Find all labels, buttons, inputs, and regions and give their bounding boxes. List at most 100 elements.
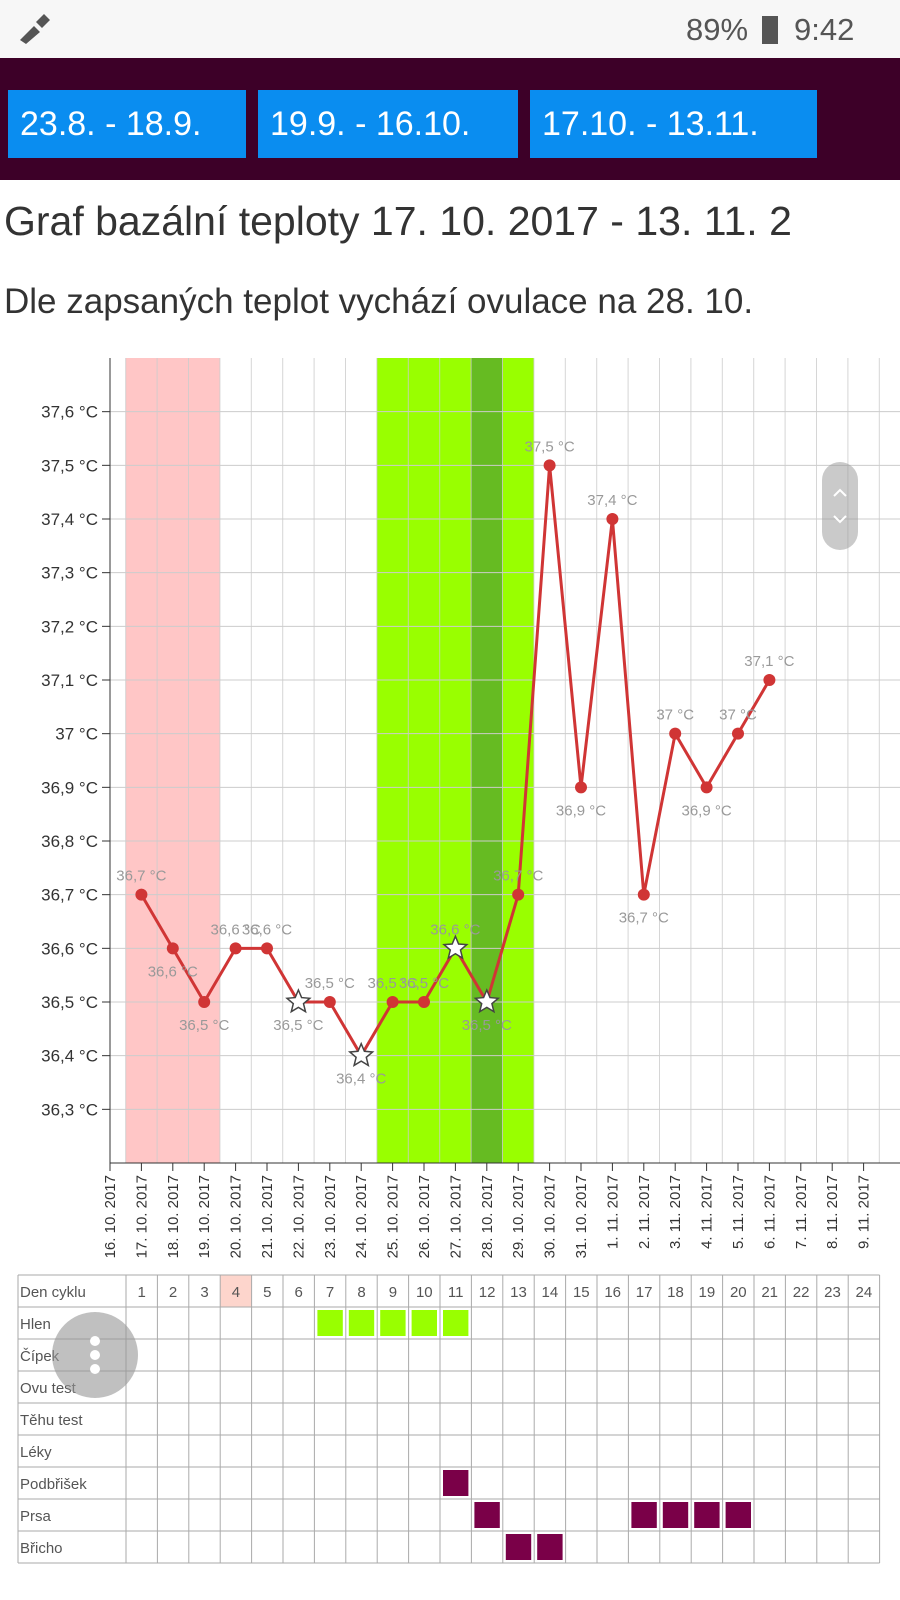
- y-tick-label: 36,8 °C: [41, 832, 98, 851]
- value-label: 36,5 °C: [179, 1017, 229, 1034]
- symptom-cell: [443, 1470, 469, 1496]
- symptom-cell: [662, 1502, 689, 1528]
- row-label: Těhu test: [20, 1412, 83, 1429]
- y-tick-label: 37,1 °C: [41, 671, 98, 690]
- value-label: 36,5 °C: [399, 975, 449, 992]
- phase-band: [125, 358, 220, 1163]
- y-tick-label: 36,7 °C: [41, 886, 98, 905]
- point-star: [285, 988, 312, 1014]
- row-label: Prsa: [20, 1508, 52, 1525]
- day-number: 8: [357, 1284, 365, 1301]
- day-number: 6: [295, 1284, 303, 1301]
- day-number: 24: [856, 1284, 873, 1301]
- symptom-cell: [380, 1310, 406, 1336]
- symptom-cell: [474, 1502, 500, 1528]
- value-label: 37,4 °C: [587, 492, 637, 509]
- point: [198, 996, 211, 1008]
- point: [669, 727, 682, 740]
- y-tick-label: 36,5 °C: [41, 993, 98, 1012]
- point-star: [442, 934, 469, 960]
- clock: 9:42: [794, 12, 855, 47]
- value-label: 36,9 °C: [556, 802, 606, 819]
- point: [763, 674, 776, 686]
- period-button[interactable]: 23.8. - 18.9.: [8, 90, 246, 158]
- point: [229, 942, 242, 955]
- value-label: 36,6 °C: [430, 921, 480, 938]
- chart: 16. 10. 2017 17. 10. 2017 18. 10. 2017 19. …: [17, 358, 900, 1564]
- x-tick-label: 18. 10. 2017: [165, 1175, 182, 1258]
- point: [700, 781, 713, 794]
- day-number: 20: [730, 1284, 747, 1301]
- period-button[interactable]: 17.10. - 13.11.: [530, 90, 817, 158]
- symptom-cell: [443, 1310, 469, 1336]
- value-label: 37,1 °C: [744, 653, 794, 670]
- day-number: 4: [232, 1284, 240, 1301]
- symptom-cell: [694, 1502, 720, 1528]
- page-title: Graf bazální teploty 17. 10. 2017 - 13. …: [4, 198, 792, 244]
- x-tick-label: 28. 10. 2017: [479, 1175, 496, 1258]
- day-number: 3: [200, 1284, 208, 1301]
- value-label: 37 °C: [656, 707, 694, 724]
- period-button[interactable]: 19.9. - 16.10.: [258, 90, 518, 158]
- x-tick-label: 26. 10. 2017: [416, 1175, 433, 1258]
- nav-bar: 23.8. - 18.9. 19.9. - 16.10. 17.10. - 13…: [0, 58, 900, 180]
- point-star: [473, 988, 501, 1014]
- x-tick-label: 20. 10. 2017: [228, 1175, 245, 1258]
- value-label: 36,6 °C: [242, 921, 292, 938]
- y-tick-label: 37,5 °C: [41, 456, 98, 475]
- day-number: 22: [793, 1284, 810, 1301]
- x-tick-label: 17. 10. 2017: [133, 1175, 150, 1258]
- status-icon: [20, 14, 50, 44]
- day-number: 12: [479, 1284, 496, 1301]
- value-label: 36,5 °C: [305, 975, 355, 992]
- x-tick-label: 31. 10. 2017: [573, 1175, 590, 1258]
- x-tick-label: 29. 10. 2017: [510, 1175, 527, 1258]
- symptom-cell: [725, 1502, 751, 1528]
- status-bar: 89% 9:42: [0, 0, 900, 58]
- value-label: 36,6 °C: [210, 921, 260, 938]
- day-number: 10: [416, 1284, 433, 1301]
- x-tick-label: 7. 11. 2017: [793, 1175, 810, 1249]
- y-tick-label: 37,6 °C: [41, 403, 98, 422]
- x-tick-label: 8. 11. 2017: [824, 1175, 841, 1249]
- phase-band: [376, 358, 534, 1163]
- page-subtitle: Dle zapsaných teplot vychází ovulace na …: [4, 282, 754, 321]
- scroll-control[interactable]: [822, 462, 858, 550]
- day-number: 15: [573, 1284, 590, 1301]
- point: [575, 781, 587, 794]
- point: [323, 996, 336, 1008]
- symptom-cell: [411, 1310, 437, 1336]
- value-label: 37,5 °C: [524, 438, 574, 455]
- day-number: 1: [138, 1284, 146, 1301]
- row-label: Hlen: [20, 1316, 51, 1333]
- day-number: 14: [542, 1284, 559, 1301]
- day-number: 23: [824, 1284, 841, 1301]
- fab-dot: [90, 1364, 100, 1374]
- x-tick-label: 9. 11. 2017: [856, 1175, 873, 1249]
- fab-dot: [90, 1336, 100, 1346]
- day-number: 18: [667, 1284, 684, 1301]
- x-tick-label: 3. 11. 2017: [667, 1175, 684, 1249]
- point: [512, 888, 525, 901]
- point: [166, 942, 179, 955]
- day-number: 16: [604, 1284, 621, 1301]
- x-tick-label: 6. 11. 2017: [761, 1175, 778, 1249]
- row-label: Ovu test: [20, 1380, 77, 1397]
- row-label: Čípek: [20, 1348, 60, 1365]
- day-number: 2: [169, 1284, 177, 1301]
- x-tick-label: 25. 10. 2017: [385, 1175, 402, 1258]
- value-label: 36,6 °C: [148, 963, 198, 980]
- value-label: 36,5 °C: [367, 975, 417, 992]
- x-tick-label: 5. 11. 2017: [730, 1175, 747, 1249]
- battery-icon: [762, 16, 778, 44]
- x-tick-label: 30. 10. 2017: [542, 1175, 559, 1258]
- x-tick-label: 1. 11. 2017: [604, 1175, 621, 1249]
- x-tick-label: 22. 10. 2017: [290, 1175, 307, 1258]
- floating-menu-button[interactable]: [52, 1312, 138, 1398]
- y-tick-label: 37 °C: [55, 725, 98, 744]
- day-number: 9: [389, 1284, 397, 1301]
- y-tick-label: 37,2 °C: [41, 617, 98, 636]
- row-label: Podbřišek: [20, 1476, 87, 1493]
